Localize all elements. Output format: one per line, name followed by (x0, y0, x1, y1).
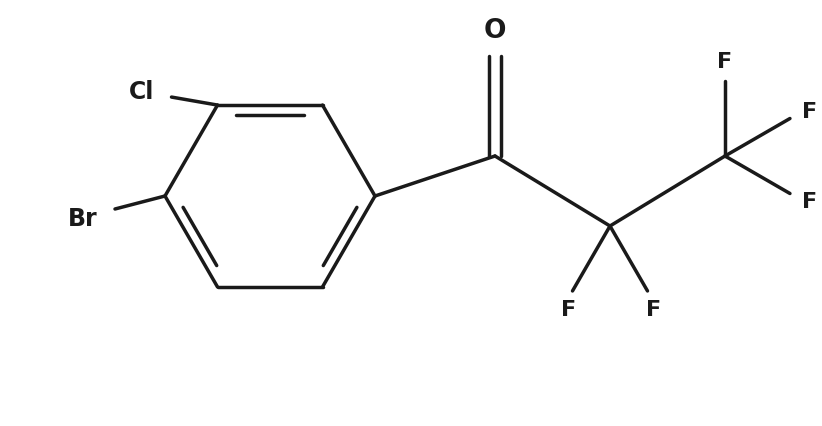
Text: Br: Br (68, 207, 98, 230)
Text: O: O (484, 18, 506, 44)
Text: Cl: Cl (129, 80, 155, 104)
Text: F: F (802, 192, 818, 212)
Text: F: F (802, 101, 818, 121)
Text: F: F (718, 52, 732, 72)
Text: F: F (561, 299, 576, 319)
Text: F: F (646, 299, 661, 319)
